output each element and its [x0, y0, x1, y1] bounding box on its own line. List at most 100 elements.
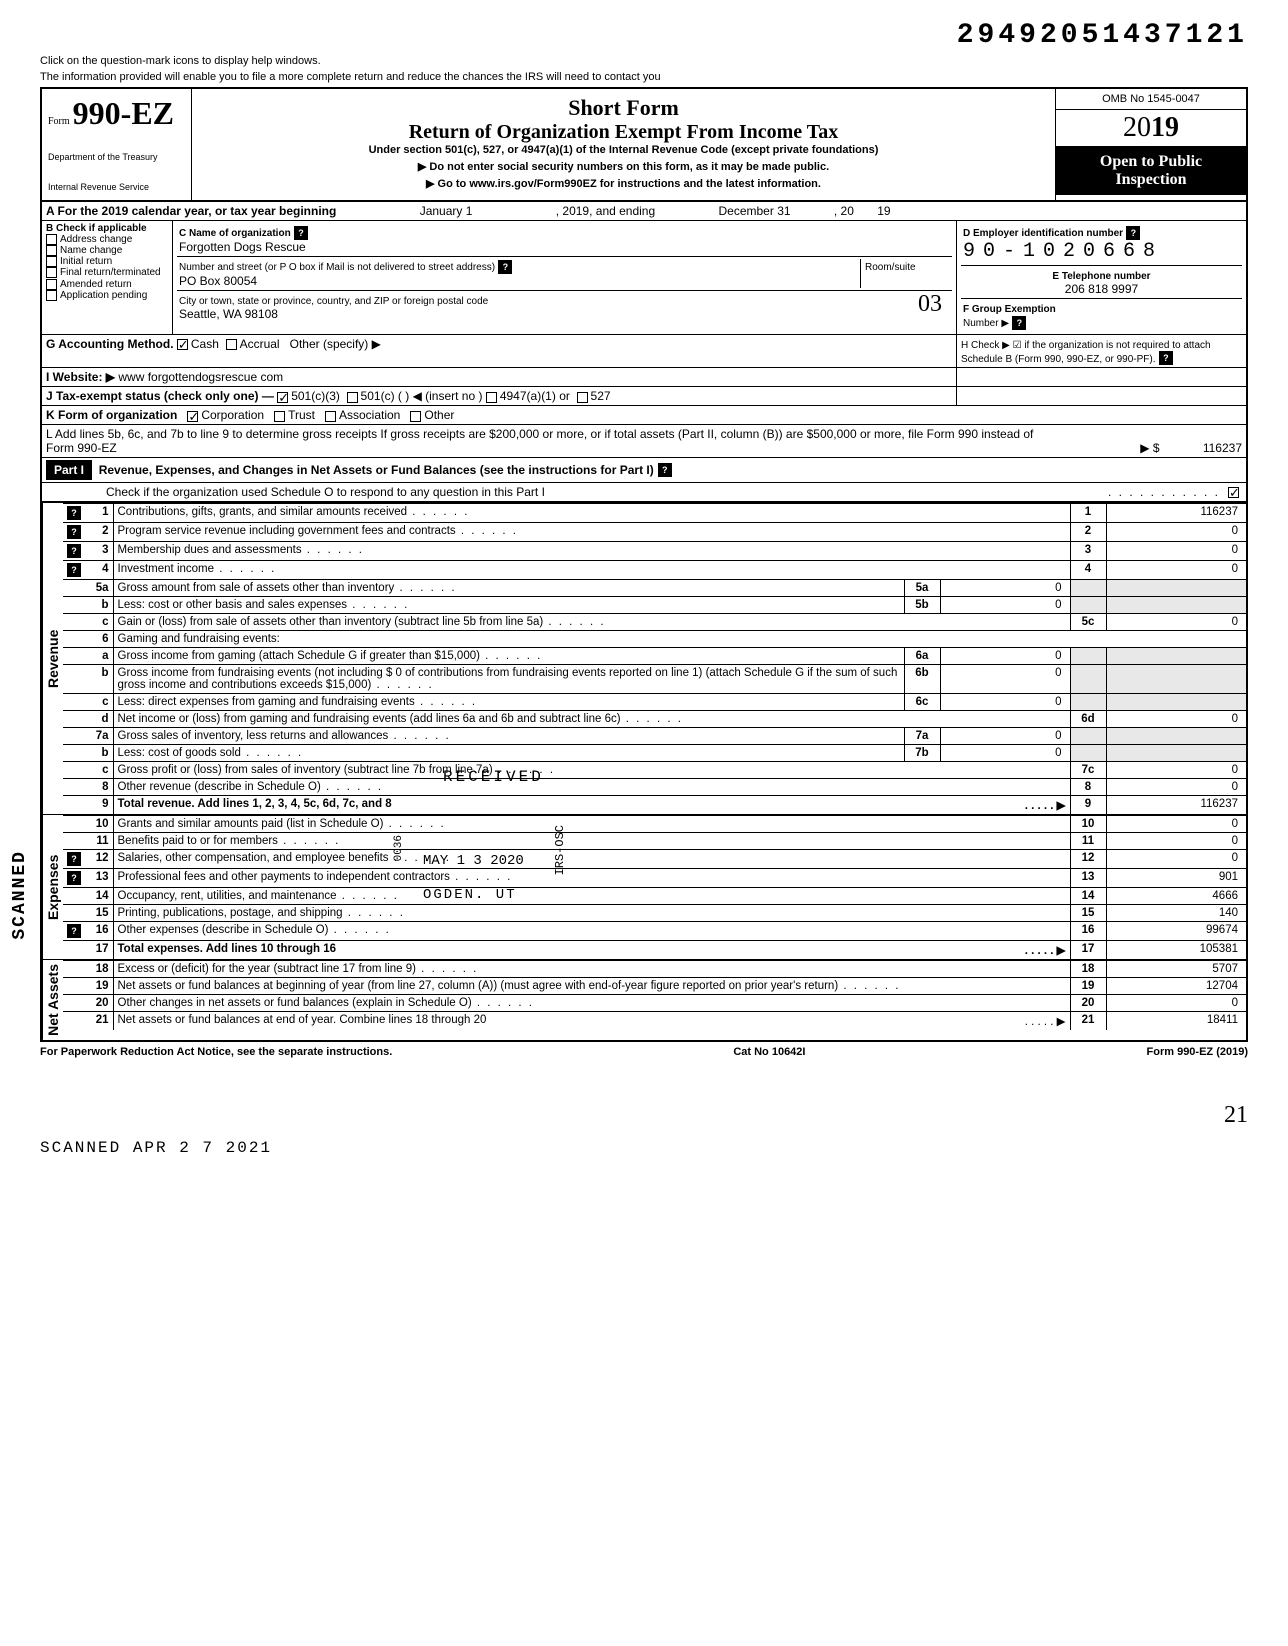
help-icon[interactable]: ?: [67, 544, 81, 558]
checkbox-corp[interactable]: [187, 411, 198, 422]
line-desc: Gain or (loss) from sale of assets other…: [113, 614, 1070, 631]
checkbox-b-opt[interactable]: [46, 279, 57, 290]
line-number: 8: [85, 779, 113, 796]
line-desc: Other expenses (describe in Schedule O) …: [113, 922, 1070, 941]
line-desc: Contributions, gifts, grants, and simila…: [113, 504, 1070, 523]
box-num: 14: [1070, 888, 1106, 905]
opt-assoc: Association: [339, 408, 400, 422]
help-icon[interactable]: ?: [658, 463, 672, 477]
b-opt-label: Final return/terminated: [60, 268, 161, 279]
checkbox-b-opt[interactable]: [46, 234, 57, 245]
row-g-label: G Accounting Method.: [46, 337, 174, 351]
website: www forgottendogsrescue com: [118, 370, 283, 384]
line-number: 5a: [85, 580, 113, 597]
checkbox-trust[interactable]: [274, 411, 285, 422]
row-bcdef: B Check if applicable Address changeName…: [42, 221, 1246, 335]
box-num: 10: [1070, 816, 1106, 833]
box-num: 17: [1070, 941, 1106, 960]
row-h-text: H Check ▶ ☑ if the organization is not r…: [961, 340, 1211, 365]
inner-box-val: 0: [940, 580, 1070, 597]
year-bold: 19: [1151, 112, 1179, 143]
checkbox-other-org[interactable]: [410, 411, 421, 422]
line-desc: Benefits paid to or for members . . . . …: [113, 833, 1070, 850]
checkbox-4947[interactable]: [486, 392, 497, 403]
line-desc: Gross income from gaming (attach Schedul…: [113, 648, 904, 665]
line-number: c: [85, 762, 113, 779]
opt-501c: 501(c) (: [361, 389, 402, 403]
inner-box-num: 6b: [904, 665, 940, 694]
help-icon[interactable]: ?: [498, 260, 512, 274]
expenses-label: Expenses: [42, 815, 63, 959]
box-val: 0: [1106, 816, 1246, 833]
box-num: 4: [1070, 561, 1106, 580]
header-center: Short Form Return of Organization Exempt…: [192, 89, 1056, 200]
box-val: 0: [1106, 833, 1246, 850]
opt-other-org: Other: [424, 408, 454, 422]
row-a-yy: 19: [877, 204, 890, 218]
checkbox-527[interactable]: [577, 392, 588, 403]
title-main: Return of Organization Exempt From Incom…: [202, 121, 1045, 144]
checkbox-501c3[interactable]: [277, 392, 288, 403]
line-desc: Net assets or fund balances at end of ye…: [113, 1012, 1070, 1031]
checkbox-501c[interactable]: [347, 392, 358, 403]
checkbox-b-opt[interactable]: [46, 267, 57, 278]
line-number: c: [85, 614, 113, 631]
line-number: 11: [85, 833, 113, 850]
box-val: 116237: [1106, 504, 1246, 523]
help-icon[interactable]: ?: [67, 924, 81, 938]
help-icon[interactable]: ?: [67, 871, 81, 885]
help-icon[interactable]: ?: [1012, 316, 1026, 330]
checkbox-schedule-o[interactable]: [1228, 487, 1239, 498]
help-icon[interactable]: ?: [67, 852, 81, 866]
checkbox-b-opt[interactable]: [46, 245, 57, 256]
inner-box-num: 7b: [904, 745, 940, 762]
help-icon[interactable]: ?: [294, 226, 308, 240]
help-icon[interactable]: ?: [67, 506, 81, 520]
line-number: 1: [85, 504, 113, 523]
stamp-irs: IRS-OSC: [553, 825, 567, 875]
checkbox-b-opt[interactable]: [46, 290, 57, 301]
line-desc: Grants and similar amounts paid (list in…: [113, 816, 1070, 833]
box-val: 116237: [1106, 796, 1246, 815]
row-c-label: C Name of organization: [179, 228, 291, 239]
line-desc: Salaries, other compensation, and employ…: [113, 850, 1070, 869]
footer-left: For Paperwork Reduction Act Notice, see …: [40, 1046, 392, 1058]
checkbox-accrual[interactable]: [226, 339, 237, 350]
hint-line-2: The information provided will enable you…: [40, 71, 1248, 83]
line-desc: Gross amount from sale of assets other t…: [113, 580, 904, 597]
line-number: 13: [85, 869, 113, 888]
opt-accrual: Accrual: [240, 337, 280, 351]
opt-cash: Cash: [191, 337, 219, 351]
box-num: 19: [1070, 978, 1106, 995]
box-num: 15: [1070, 905, 1106, 922]
col-h: H Check ▶ ☑ if the organization is not r…: [956, 335, 1246, 368]
checkbox-cash[interactable]: [177, 339, 188, 350]
row-a-end: December 31: [719, 204, 791, 218]
box-val: 0: [1106, 523, 1246, 542]
inner-box-val: 0: [940, 648, 1070, 665]
box-num: 9: [1070, 796, 1106, 815]
help-icon[interactable]: ?: [67, 563, 81, 577]
part1-header: Part I Revenue, Expenses, and Changes in…: [42, 458, 1246, 483]
line-number: 2: [85, 523, 113, 542]
help-icon[interactable]: ?: [1126, 226, 1140, 240]
row-k: K Form of organization Corporation Trust…: [42, 406, 1246, 425]
city-label: City or town, state or province, country…: [179, 296, 488, 307]
box-val: 99674: [1106, 922, 1246, 941]
part1-title: Revenue, Expenses, and Changes in Net As…: [99, 463, 654, 477]
b-opt-label: Amended return: [60, 279, 132, 290]
help-icon[interactable]: ?: [1159, 351, 1173, 365]
box-num: 12: [1070, 850, 1106, 869]
line-desc: Less: cost of goods sold . . . . . .: [113, 745, 904, 762]
line-number: 21: [85, 1012, 113, 1031]
footer: For Paperwork Reduction Act Notice, see …: [40, 1042, 1248, 1062]
footer-right: Form 990-EZ (2019): [1147, 1046, 1248, 1058]
netassets-label: Net Assets: [42, 960, 63, 1040]
line-number: 9: [85, 796, 113, 815]
checkbox-assoc[interactable]: [325, 411, 336, 422]
help-icon[interactable]: ?: [67, 525, 81, 539]
box-val: 0: [1106, 762, 1246, 779]
checkbox-b-opt[interactable]: [46, 256, 57, 267]
box-val: 18411: [1106, 1012, 1246, 1031]
line-desc: Less: cost or other basis and sales expe…: [113, 597, 904, 614]
